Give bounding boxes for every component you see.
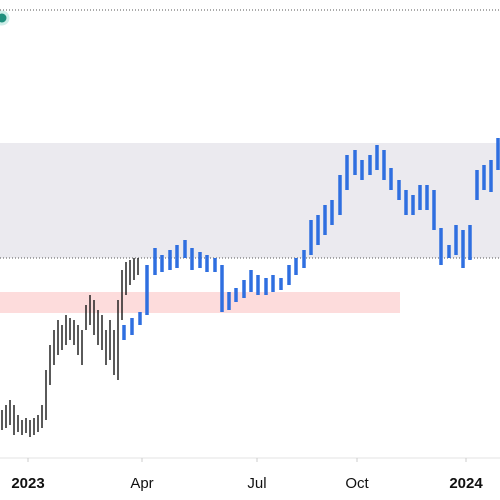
zones: [0, 9, 500, 313]
x-tick-label: Jul: [247, 475, 266, 492]
zone: [0, 143, 500, 258]
x-tick-label: Apr: [130, 475, 153, 492]
marks: [1, 138, 500, 437]
x-tick-label: Oct: [345, 475, 369, 492]
x-tick-label: 2023: [11, 475, 44, 492]
indicator-dot: [0, 10, 10, 26]
x-tick-label: 2024: [449, 475, 483, 492]
zone: [0, 292, 400, 313]
